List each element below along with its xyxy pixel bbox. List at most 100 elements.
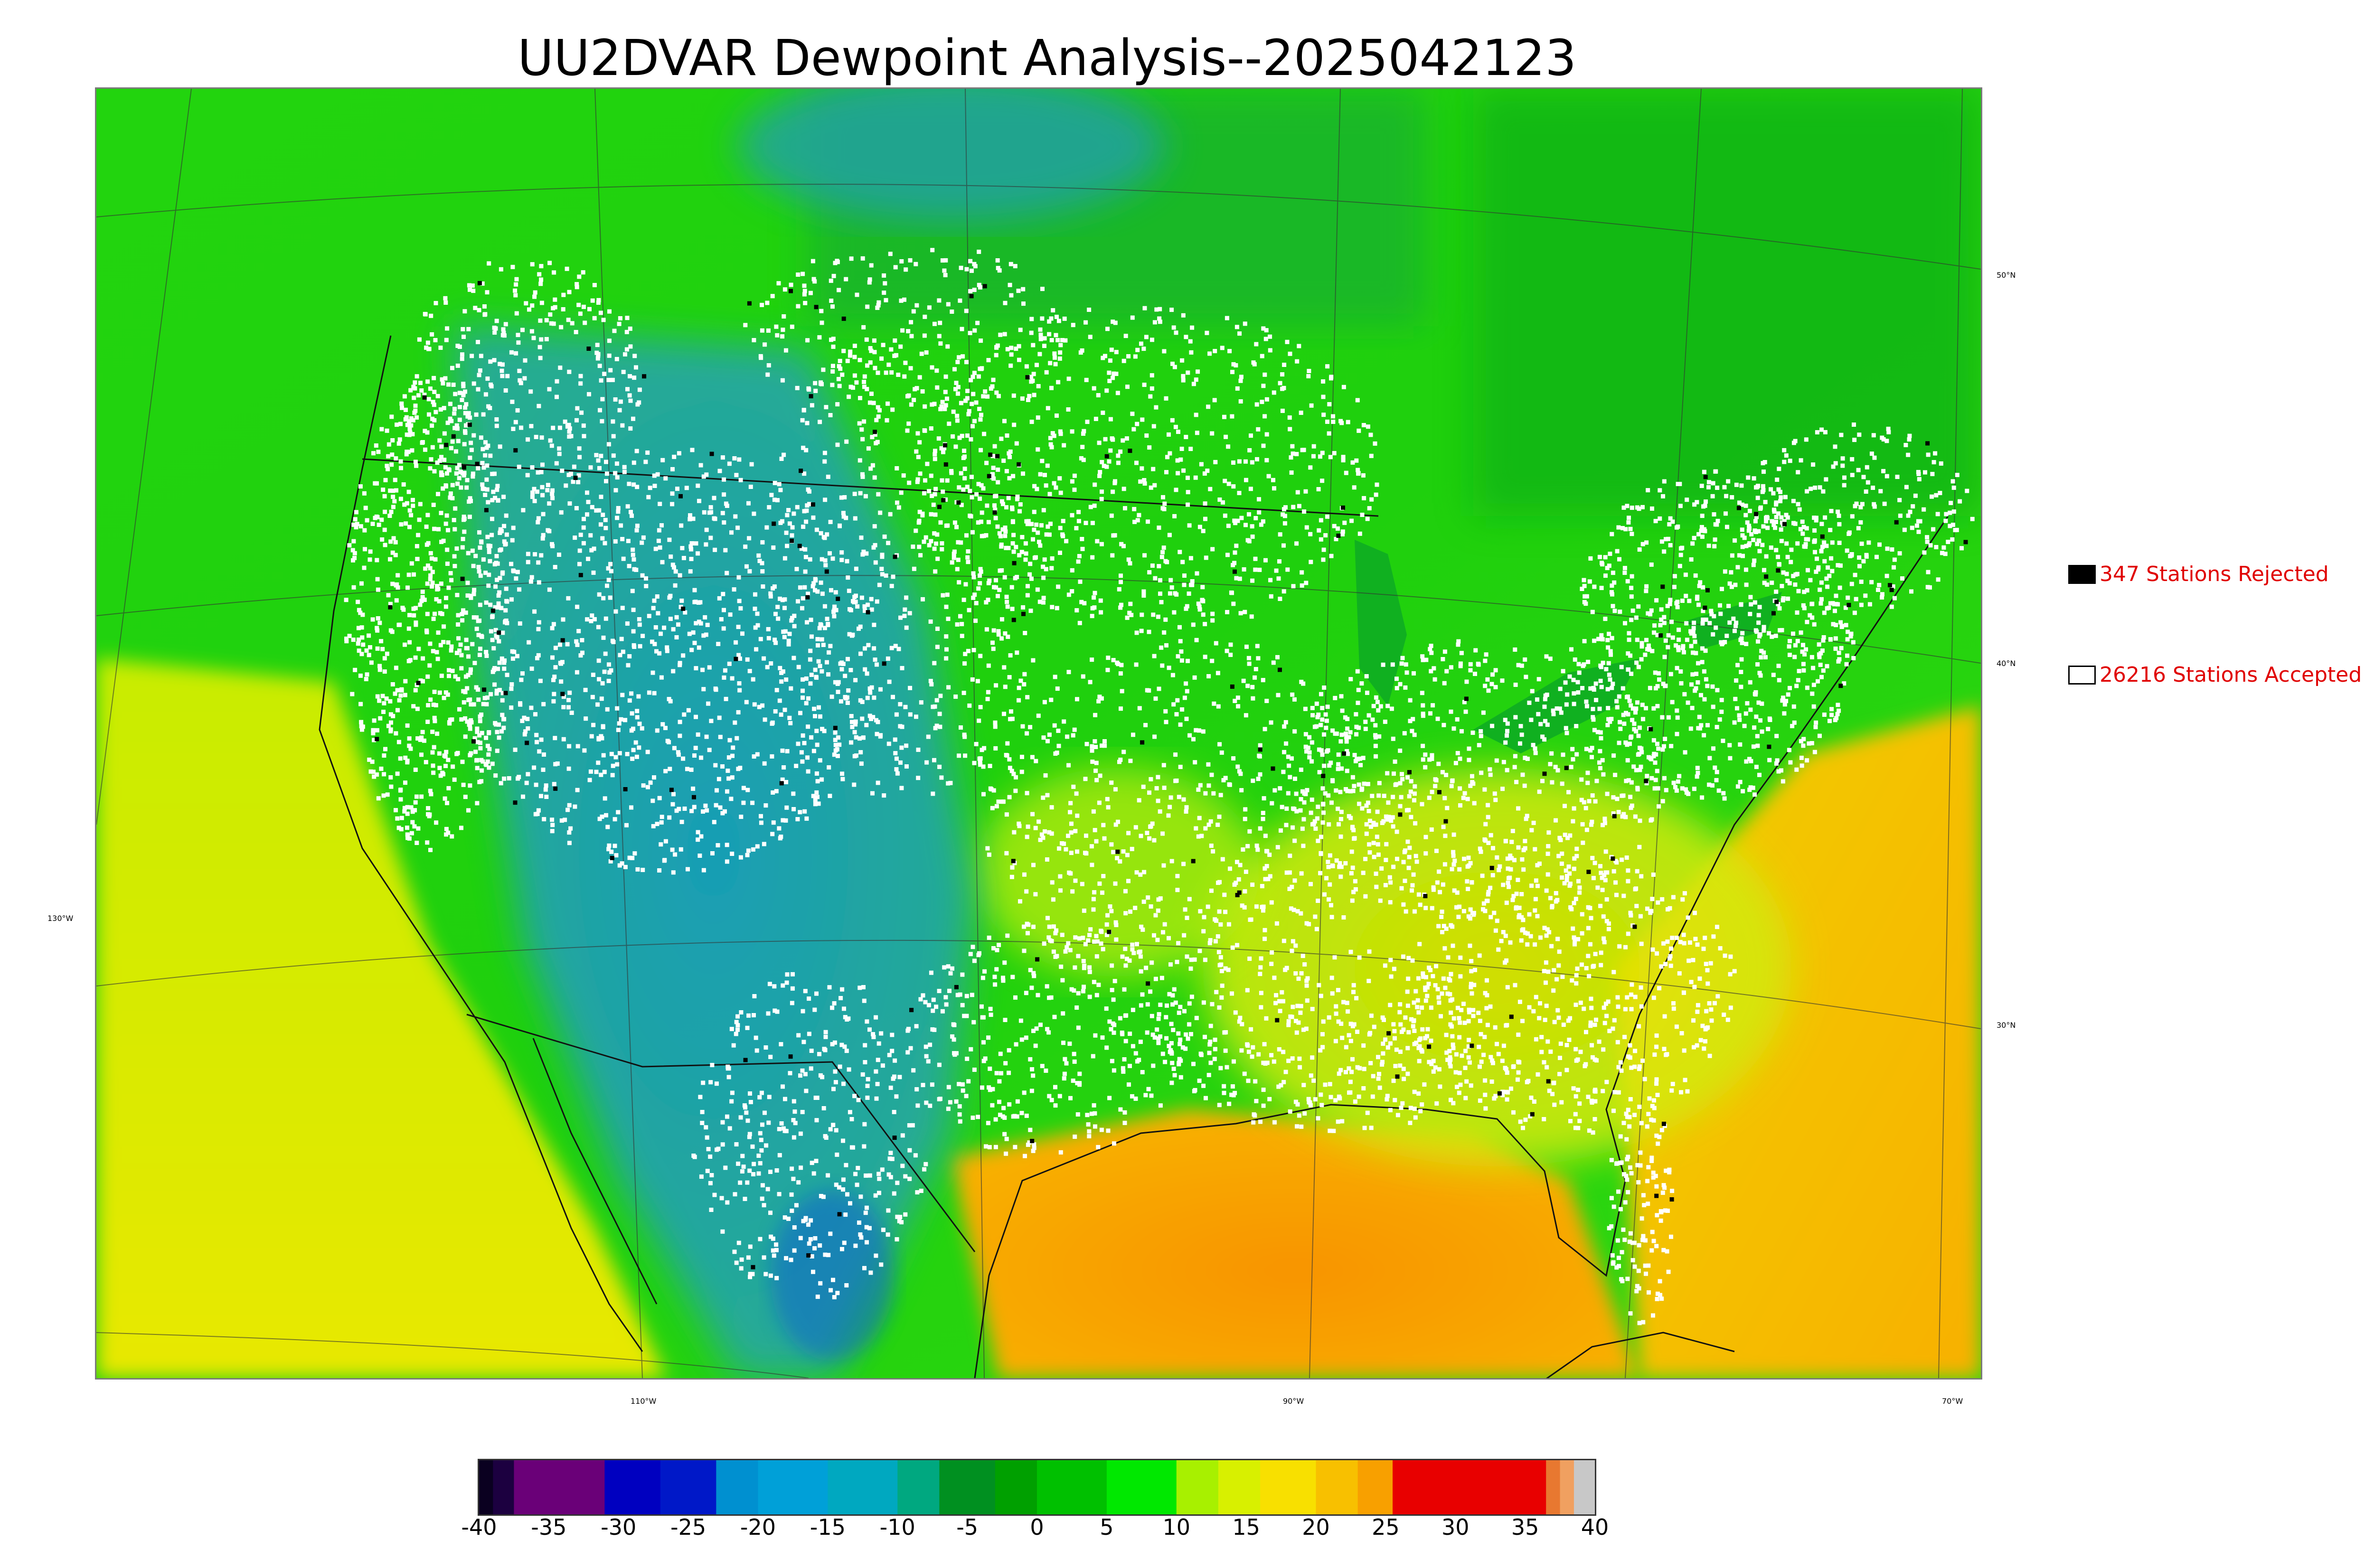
station-marker	[893, 751, 898, 756]
station-marker	[707, 748, 712, 752]
station-marker	[827, 765, 831, 770]
station-marker	[1758, 632, 1762, 637]
station-marker	[1639, 985, 1643, 990]
station-marker	[373, 516, 377, 520]
station-marker	[738, 766, 743, 770]
station-marker	[1648, 911, 1653, 915]
station-marker	[1754, 765, 1759, 769]
station-marker	[1556, 854, 1561, 858]
station-marker	[1278, 597, 1282, 601]
station-marker	[1433, 784, 1438, 789]
station-marker	[1711, 746, 1715, 751]
station-marker	[842, 495, 847, 499]
station-marker	[870, 435, 875, 440]
station-marker	[1278, 381, 1282, 385]
station-marker	[1090, 748, 1094, 753]
station-marker	[1271, 478, 1275, 482]
station-marker	[485, 743, 490, 748]
station-marker	[1779, 527, 1783, 532]
station-marker	[1762, 625, 1766, 629]
station-marker	[1123, 334, 1128, 338]
station-marker	[1380, 821, 1385, 825]
station-marker	[393, 553, 398, 557]
station-marker	[635, 485, 640, 489]
station-marker	[1289, 470, 1294, 475]
station-marker	[599, 696, 604, 701]
station-marker	[1407, 854, 1412, 859]
station-marker	[1066, 834, 1071, 838]
station-marker	[596, 736, 601, 741]
station-marker	[541, 702, 546, 706]
station-marker	[922, 491, 927, 496]
station-marker	[488, 544, 493, 548]
station-marker	[1674, 936, 1679, 940]
station-marker	[484, 600, 489, 605]
station-marker	[351, 585, 356, 590]
station-marker	[1279, 828, 1283, 833]
station-marker	[1336, 752, 1341, 757]
station-marker	[1237, 576, 1242, 581]
station-marker	[1073, 829, 1078, 834]
station-marker	[443, 764, 448, 768]
station-marker	[1583, 601, 1588, 606]
station-marker	[860, 472, 865, 477]
station-marker	[1045, 857, 1049, 862]
station-marker	[1584, 747, 1589, 751]
station-marker	[677, 807, 681, 811]
station-marker	[365, 518, 369, 523]
station-marker	[1074, 526, 1079, 531]
station-marker	[431, 763, 435, 768]
station-marker	[1834, 593, 1838, 598]
station-marker	[480, 634, 484, 639]
station-marker	[1814, 720, 1818, 725]
station-marker	[703, 803, 708, 808]
station-marker	[1381, 662, 1385, 667]
station-marker	[1506, 866, 1510, 871]
station-marker	[652, 642, 657, 647]
station-marker	[938, 724, 942, 729]
station-marker	[746, 848, 751, 853]
station-marker	[1244, 478, 1248, 482]
station-marker	[583, 687, 588, 692]
station-marker	[1545, 723, 1550, 727]
station-marker	[1000, 799, 1005, 804]
station-marker	[1026, 824, 1030, 829]
station-marker	[1655, 951, 1659, 956]
station-marker	[459, 653, 464, 657]
station-marker	[988, 786, 993, 791]
station-marker	[1516, 878, 1520, 882]
station-marker	[405, 432, 409, 437]
station-marker	[1489, 1080, 1494, 1084]
station-marker	[976, 586, 981, 591]
station-marker	[1323, 533, 1328, 538]
station-marker	[1322, 732, 1327, 737]
station-marker	[502, 524, 507, 528]
station-marker	[597, 677, 602, 682]
station-marker	[961, 456, 966, 460]
station-marker	[1140, 927, 1145, 932]
station-marker	[704, 734, 709, 739]
station-marker	[684, 486, 689, 490]
station-marker	[1554, 818, 1558, 823]
station-marker	[1367, 850, 1372, 855]
station-marker	[1467, 1038, 1471, 1042]
station-marker	[1680, 897, 1685, 902]
station-marker	[941, 450, 945, 454]
station-marker	[1350, 775, 1355, 779]
station-marker	[1587, 974, 1592, 978]
station-marker	[1611, 970, 1616, 975]
station-marker	[751, 847, 755, 852]
station-marker	[768, 594, 773, 599]
station-marker	[1450, 778, 1455, 783]
station-marker	[564, 483, 568, 488]
station-marker	[1264, 864, 1269, 868]
station-marker	[848, 608, 853, 612]
station-marker	[590, 695, 595, 699]
station-marker	[352, 551, 357, 555]
station-marker	[996, 799, 1001, 804]
station-marker	[1179, 649, 1184, 654]
station-marker	[602, 770, 607, 774]
station-marker	[1243, 321, 1247, 326]
station-marker	[1456, 639, 1461, 644]
station-marker	[1047, 532, 1052, 537]
